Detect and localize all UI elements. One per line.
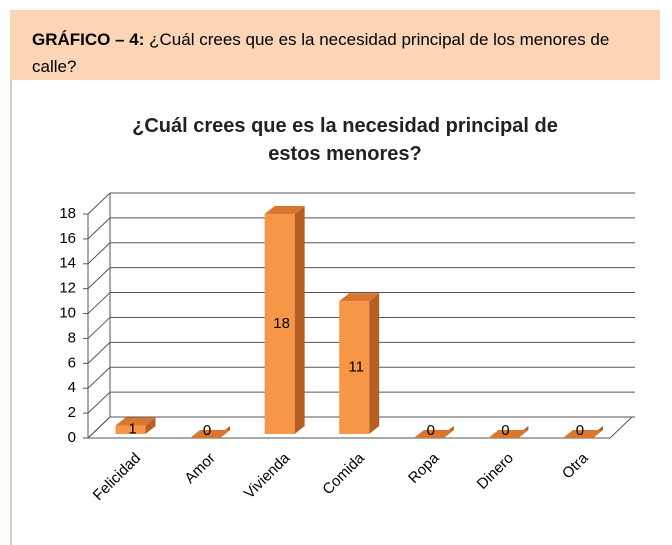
caption-text: ¿Cuál crees que es la necesidad principa… — [32, 30, 610, 76]
x-tick-label: Amor — [181, 450, 218, 487]
bar — [339, 301, 370, 434]
side-grid-line — [87, 317, 111, 339]
x-tick-label: Vivienda — [241, 449, 294, 502]
bar-top — [339, 293, 380, 302]
y-tick-label: 6 — [68, 354, 76, 371]
x-tick-label: Ropa — [405, 449, 443, 487]
x-tick-label: Felicidad — [90, 450, 144, 504]
y-tick-label: 14 — [59, 255, 76, 272]
frame-line — [10, 80, 12, 545]
y-tick-label: 18 — [59, 205, 76, 222]
bar-side — [369, 293, 380, 434]
chart-title: ¿Cuál crees que es la necesidad principa… — [132, 115, 558, 165]
y-tick-label: 8 — [68, 329, 76, 346]
bar-top — [562, 430, 603, 438]
bar-side — [294, 206, 305, 434]
x-tick-label: Dinero — [474, 450, 517, 493]
side-grid-line — [87, 292, 111, 314]
bar-top — [264, 206, 305, 214]
side-grid-line — [87, 242, 111, 265]
value-label: 0 — [427, 422, 435, 439]
bar-top — [190, 430, 231, 438]
bar-top — [413, 430, 454, 438]
value-label: 18 — [273, 315, 290, 332]
y-tick-label: 12 — [59, 280, 76, 297]
side-grid-line — [87, 192, 111, 215]
caption-label: GRÁFICO – 4: — [32, 30, 145, 49]
caption: GRÁFICO – 4: ¿Cuál crees que es la neces… — [10, 10, 660, 80]
side-grid-line — [87, 391, 111, 414]
bar — [264, 214, 295, 434]
bar-top — [115, 417, 156, 426]
bar-top — [488, 430, 529, 438]
x-tick-label: Comida — [319, 449, 368, 498]
y-tick-label: 4 — [68, 379, 76, 396]
x-tick-label: Otra — [559, 449, 592, 482]
y-tick-label: 10 — [59, 305, 76, 322]
value-label: 1 — [128, 421, 136, 438]
side-grid-line — [87, 217, 111, 240]
side-grid-line — [87, 267, 111, 290]
value-label: 0 — [203, 422, 211, 439]
value-label: 0 — [501, 422, 509, 439]
value-label: 0 — [576, 422, 584, 439]
bar — [115, 425, 146, 434]
y-tick-label: 16 — [59, 230, 76, 247]
side-grid-line — [87, 341, 111, 364]
y-tick-label: 2 — [68, 404, 76, 421]
y-tick-label: 0 — [68, 429, 76, 446]
value-label: 11 — [348, 359, 364, 376]
side-grid-line — [87, 366, 111, 389]
bar-side — [145, 417, 156, 434]
side-grid-line — [87, 416, 111, 439]
